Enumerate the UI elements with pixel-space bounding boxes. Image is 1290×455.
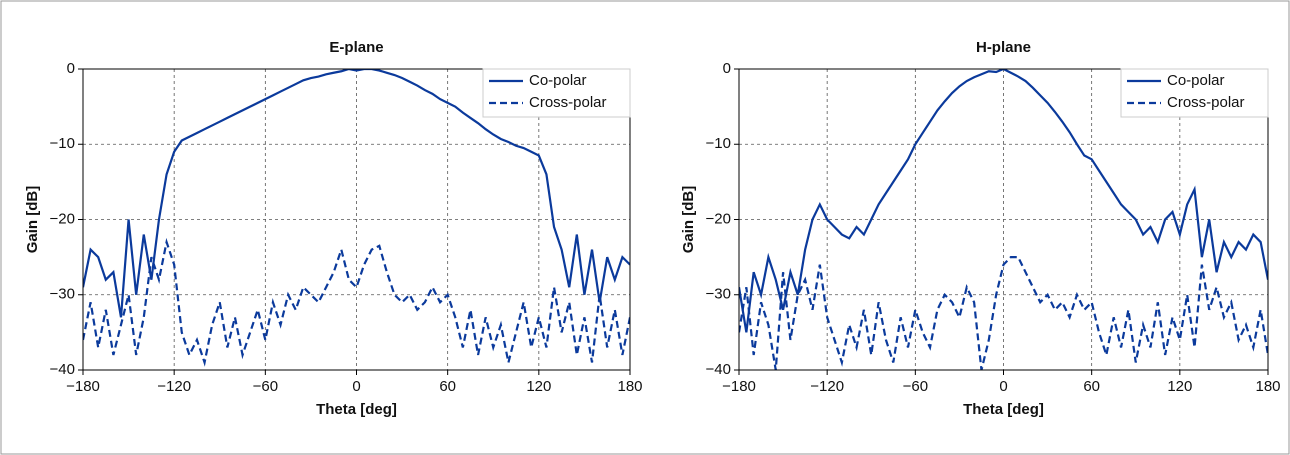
x-tick-label: −60 — [903, 378, 928, 395]
chart-title: E-plane — [329, 39, 383, 56]
axes-frame — [82, 68, 631, 371]
x-tick-label: −180 — [722, 378, 756, 395]
y-tick-label: −10 — [706, 135, 731, 152]
x-tick-label: −180 — [66, 378, 100, 395]
y-tick-label: −20 — [706, 210, 731, 227]
series-line — [83, 69, 630, 318]
y-tick-label: −30 — [50, 286, 75, 303]
series-line — [83, 237, 630, 367]
x-tick-label: −120 — [157, 378, 191, 395]
x-tick-label: 120 — [1167, 378, 1192, 395]
chart: H-plane −40 −30 −20 −10 0 −180 −120 −60 0 60 120 180… — [680, 39, 1281, 418]
legend-label: Cross-polar — [529, 94, 607, 111]
series-group — [83, 69, 630, 367]
legend-label: Cross-polar — [1167, 94, 1245, 111]
x-tick-label: 60 — [439, 378, 456, 395]
y-tick-label: 0 — [67, 60, 75, 77]
x-tick-label: −120 — [810, 378, 844, 395]
y-tick-label: −30 — [706, 286, 731, 303]
x-axis-label: Theta [deg] — [963, 401, 1044, 418]
x-tick-label: 180 — [617, 378, 642, 395]
series-group — [739, 69, 1268, 370]
series-line — [739, 256, 1268, 370]
x-tick-label: 0 — [352, 378, 360, 395]
chart: E-plane −40 −30 −20 −10 0 −180 −120 −60 0 60 120 180… — [24, 39, 643, 418]
x-tick-label: 120 — [526, 378, 551, 395]
series-line — [739, 69, 1268, 333]
axes-frame — [738, 68, 1269, 371]
y-tick-label: −20 — [50, 210, 75, 227]
legend-box — [1120, 68, 1269, 118]
legend-box — [482, 68, 631, 118]
y-axis-label: Gain [dB] — [24, 186, 41, 254]
y-tick-label: −40 — [706, 361, 731, 378]
x-tick-label: 60 — [1083, 378, 1100, 395]
x-tick-label: 0 — [999, 378, 1007, 395]
chart-title: H-plane — [976, 39, 1031, 56]
x-axis-label: Theta [deg] — [316, 401, 397, 418]
legend-label: Co-polar — [1167, 72, 1225, 89]
y-axis-label: Gain [dB] — [680, 186, 697, 254]
legend-label: Co-polar — [529, 72, 587, 89]
y-tick-label: 0 — [723, 60, 731, 77]
x-tick-label: 180 — [1255, 378, 1280, 395]
x-tick-label: −60 — [253, 378, 278, 395]
y-tick-label: −40 — [50, 361, 75, 378]
y-tick-label: −10 — [50, 135, 75, 152]
